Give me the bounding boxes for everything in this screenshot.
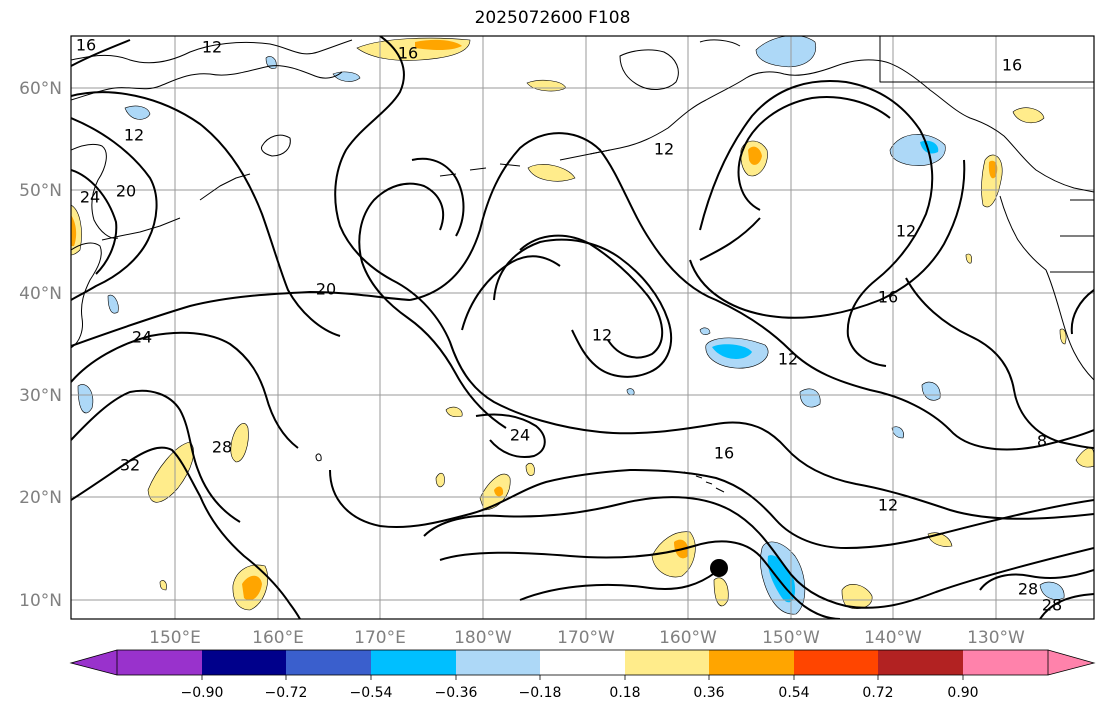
contour-label: 12	[878, 496, 898, 515]
contour-label: 24	[510, 426, 530, 445]
colorbar-tick-label: 0.54	[778, 685, 809, 701]
contour-label: 24	[80, 188, 100, 207]
map-area	[71, 36, 1094, 619]
contour-label: 12	[592, 326, 612, 345]
lon-tick-label: 170°W	[557, 628, 615, 648]
colorbar-segment	[371, 650, 456, 675]
colorbar-segment	[202, 650, 286, 675]
colorbar-tick-label: −0.18	[519, 685, 562, 701]
colorbar-segment	[709, 650, 794, 675]
lon-tick-label: 180°W	[454, 628, 512, 648]
contour-label: 12	[202, 38, 222, 57]
contour-label: 16	[76, 36, 96, 55]
map-title: 2025072600 F108	[474, 8, 631, 28]
contour-label: 20	[116, 182, 136, 201]
colorbar-extend-low	[71, 650, 117, 675]
lon-tick-label: 170°E	[354, 628, 406, 648]
colorbar-segment	[794, 650, 878, 675]
lat-tick-label: 10°N	[19, 591, 62, 611]
colorbar-segment	[117, 650, 202, 675]
colorbar-segment	[456, 650, 540, 675]
colorbar-segment	[540, 650, 625, 675]
lon-tick-label: 150°W	[762, 628, 820, 648]
lat-tick-label: 60°N	[19, 79, 62, 99]
contour-label: 20	[316, 280, 336, 299]
contour-label: 28	[212, 438, 232, 457]
colorbar-tick-label: 0.18	[609, 685, 640, 701]
lat-tick-label: 20°N	[19, 488, 62, 508]
colorbar-segment	[963, 650, 1048, 675]
lat-tick-label: 40°N	[19, 284, 62, 304]
lon-tick-label: 160°E	[252, 628, 304, 648]
colorbar-segment	[878, 650, 963, 675]
lat-tick-label: 50°N	[19, 181, 62, 201]
height-contours	[71, 36, 1094, 619]
contour-label: 12	[124, 126, 144, 145]
contour-label: 16	[878, 288, 898, 307]
latitude-axis: 60°N 50°N 40°N 30°N 20°N 10°N	[19, 79, 62, 611]
colorbar-segment	[286, 650, 371, 675]
colorbar-tick-label: −0.72	[265, 685, 308, 701]
contour-label: 12	[896, 222, 916, 241]
lon-tick-label: 160°W	[659, 628, 717, 648]
colorbar-segment	[625, 650, 709, 675]
colorbar-tick-label: 0.90	[947, 685, 978, 701]
colorbar-extend-high	[1048, 650, 1094, 675]
colorbar-tick-label: 0.72	[862, 685, 893, 701]
colorbar-tick-label: −0.54	[350, 685, 393, 701]
storm-center-marker	[710, 559, 728, 577]
colorbar-tick-label: −0.90	[181, 685, 224, 701]
graticule	[71, 36, 1094, 619]
contour-label: 12	[778, 350, 798, 369]
colorbar-tick-label: −0.36	[435, 685, 478, 701]
coastlines	[71, 36, 1094, 493]
contour-label: 16	[398, 44, 418, 63]
lon-tick-label: 130°W	[967, 628, 1025, 648]
lon-tick-label: 140°W	[864, 628, 922, 648]
lat-tick-label: 30°N	[19, 386, 62, 406]
contour-label: 16	[1002, 56, 1022, 75]
contour-label: 28	[1018, 580, 1038, 599]
longitude-axis: 150°E 160°E 170°E 180°W 170°W 160°W 150°…	[149, 628, 1025, 648]
contour-label: 12	[654, 140, 674, 159]
lon-tick-label: 150°E	[149, 628, 201, 648]
contour-label: 32	[120, 456, 140, 475]
map-frame	[70, 35, 1095, 620]
contour-label: 16	[714, 444, 734, 463]
contour-label: 8	[1037, 432, 1047, 451]
contour-label: 28	[1042, 596, 1062, 615]
colorbar: −0.90 −0.72 −0.54 −0.36 −0.18 0.18 0.36 0.54 0.7…	[69, 649, 1096, 701]
colorbar-tick-label: 0.36	[693, 685, 724, 701]
contour-labels: 16 12 16 12 12 16 12 24 20 20 24 12 12 1…	[76, 36, 1062, 615]
colorbar-frame	[116, 649, 1049, 676]
contour-label: 24	[132, 328, 152, 347]
